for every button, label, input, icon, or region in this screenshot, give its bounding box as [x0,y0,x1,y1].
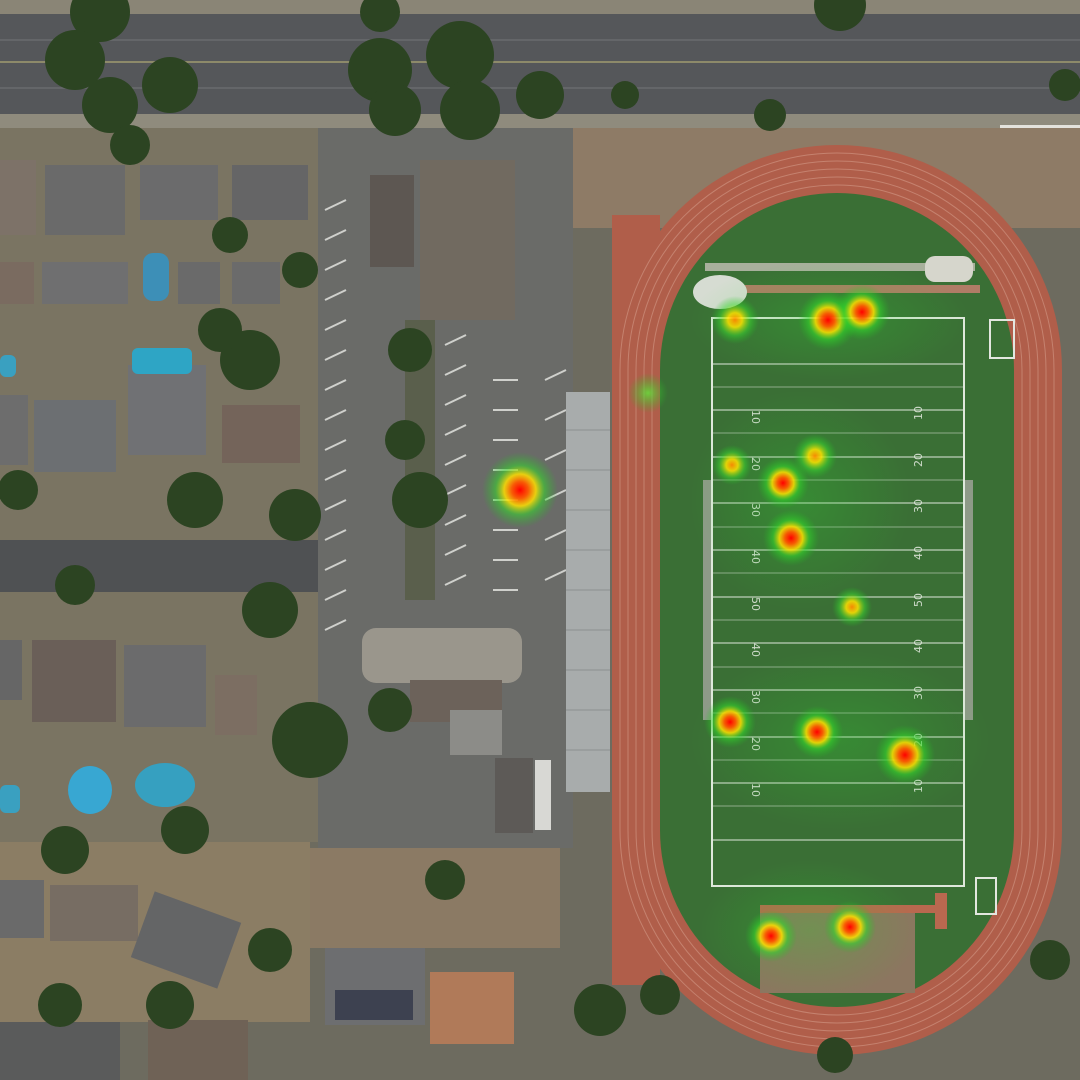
team-box-west [703,480,711,720]
pt-field-10-south-right[interactable] [875,725,935,785]
pt-parking-lot[interactable] [482,452,558,528]
goal-south [975,877,997,915]
pt-field-40[interactable] [763,510,819,566]
pt-field-20-south-center[interactable] [791,706,843,758]
pt-goal-north-right[interactable] [834,284,890,340]
bleachers [566,392,610,792]
pt-field-20-south-left[interactable] [704,696,756,748]
cul-de-sac [0,1020,120,1080]
pt-south-pad-right[interactable] [824,901,876,953]
pt-field-30[interactable] [757,457,809,509]
yard-number: 40 [912,546,925,560]
high-jump-mat [925,256,973,282]
houses [0,160,514,1080]
plaza [362,628,522,683]
yard-number: 50 [912,593,925,607]
pt-sideline-west[interactable] [628,373,668,413]
sidewalk-south [0,114,1080,128]
team-box-east [965,480,973,720]
yard-number: 10 [912,406,925,420]
yard-number: 20 [912,453,925,467]
pt-field-20-left[interactable] [712,445,752,485]
bleacher-rows [566,429,610,751]
yard-number: 40 [749,643,762,657]
yard-number: 40 [912,639,925,653]
sidewalk-north [0,0,1080,14]
yard-number: 30 [912,499,925,513]
parking-stripes [324,199,567,631]
goal-north [989,319,1015,359]
pt-field-50-right[interactable] [832,587,872,627]
pt-south-pad-left[interactable] [745,910,797,962]
heatmap-layer [482,284,935,962]
swimming-pools [0,253,195,814]
pt-goal-north-left[interactable] [711,296,759,344]
pt-field-20-right[interactable] [793,434,837,478]
